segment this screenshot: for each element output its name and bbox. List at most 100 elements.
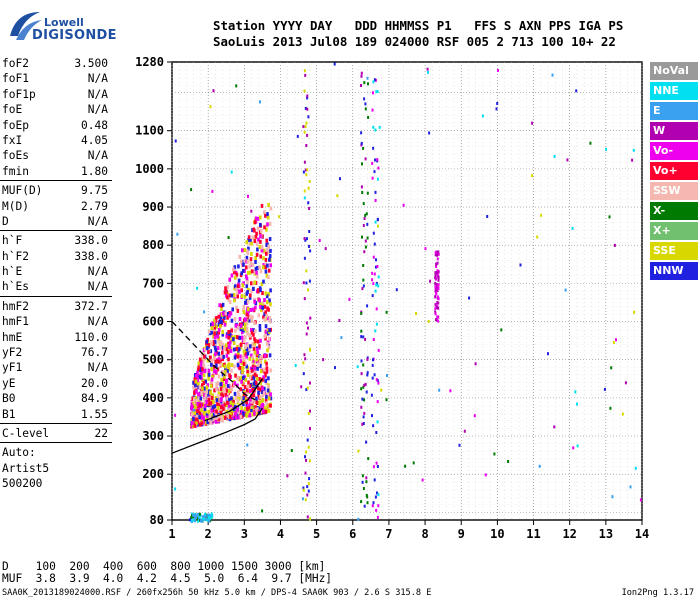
param-value: 20.0: [81, 376, 108, 390]
echo-pixel: [206, 383, 210, 388]
echo-pixel: [217, 346, 220, 351]
echo-pixel: [305, 121, 308, 125]
echo-pixel: [230, 273, 234, 278]
echo-pixel: [220, 377, 223, 382]
echo-pixel: [500, 328, 503, 332]
echo-pixel: [435, 291, 437, 295]
echo-pixel: [266, 316, 270, 321]
echo-pixel: [203, 388, 207, 393]
param-label: h`F2: [2, 249, 29, 263]
y-tick-label: 500: [142, 353, 164, 367]
echo-pixel: [198, 375, 202, 379]
echo-pixel: [236, 354, 240, 359]
echo-pixel: [361, 397, 364, 401]
echo-pixel: [318, 239, 321, 242]
echo-pixel: [206, 392, 210, 397]
echo-pixel: [254, 338, 257, 343]
echo-pixel: [371, 161, 374, 165]
echo-pixel: [363, 398, 366, 402]
echo-pixel: [211, 322, 215, 327]
echo-pixel: [226, 396, 229, 401]
echo-pixel: [435, 286, 438, 290]
echo-pixel: [207, 372, 211, 377]
echo-pixel: [294, 364, 297, 367]
echo-pixel: [255, 359, 259, 364]
echo-pixel: [259, 380, 263, 385]
echo-pixel: [252, 359, 255, 363]
echo-pixel: [429, 279, 432, 283]
echo-pixel: [255, 348, 259, 353]
param-row: hmE 110.0: [0, 330, 112, 345]
echo-pixel: [360, 387, 363, 391]
echo-pixel: [304, 471, 307, 475]
echo-pixel: [248, 270, 252, 275]
echo-pixel: [219, 345, 222, 350]
echo-pixel: [214, 419, 218, 424]
echo-pixel: [363, 81, 366, 85]
echo-pixel: [238, 317, 242, 321]
legend-item-e: E: [650, 102, 698, 120]
echo-pixel: [240, 259, 243, 264]
echo-pixel: [211, 417, 215, 422]
echo-pixel: [239, 387, 243, 392]
echo-pixel: [243, 322, 247, 327]
echo-pixel: [366, 222, 369, 226]
echo-pixel: [191, 512, 193, 516]
echo-pixel: [269, 248, 272, 253]
echo-pixel: [233, 404, 237, 409]
echo-pixel: [377, 275, 380, 279]
echo-pixel: [237, 393, 241, 398]
echo-pixel: [232, 407, 236, 412]
echo-pixel: [235, 305, 238, 310]
echo-pixel: [373, 373, 376, 377]
legend-item-sse: SSE: [650, 242, 698, 260]
echo-pixel: [307, 489, 310, 493]
echo-pixel: [372, 358, 374, 362]
echo-pixel: [256, 339, 260, 344]
echo-pixel: [306, 438, 309, 442]
echo-pixel: [363, 250, 366, 254]
echo-pixel: [229, 338, 233, 343]
param-row: yF1 N/A: [0, 360, 112, 375]
echo-pixel: [269, 263, 272, 268]
echo-pixel: [576, 402, 578, 406]
echo-pixel: [198, 392, 201, 397]
echo-pixel: [243, 317, 247, 322]
echo-pixel: [259, 338, 262, 343]
echo-pixel: [306, 94, 309, 98]
echo-pixel: [262, 409, 265, 414]
echo-pixel: [244, 352, 247, 357]
echo-pixel: [307, 412, 310, 415]
echo-pixel: [259, 100, 261, 104]
echo-pixel: [225, 349, 228, 354]
echo-pixel: [245, 298, 249, 303]
echo-pixel: [205, 389, 209, 394]
logo-mark-icon: [10, 12, 42, 40]
echo-pixel: [233, 416, 236, 421]
echo-pixel: [234, 328, 237, 333]
echo-pixel: [366, 236, 369, 240]
echo-pixel: [240, 294, 244, 298]
echo-pixel: [207, 368, 211, 373]
echo-pixel: [250, 209, 253, 213]
echo-pixel: [245, 249, 249, 254]
echo-pixel: [302, 488, 305, 492]
muf-row: MUF 3.8 3.9 4.0 4.2 4.5 5.0 6.4 9.7 [MHz…: [2, 572, 333, 585]
echo-pixel: [188, 518, 191, 522]
echo-pixel: [362, 146, 365, 150]
echo-pixel: [196, 409, 199, 414]
echo-pixel: [242, 305, 246, 309]
echo-pixel: [257, 313, 261, 318]
echo-pixel: [305, 458, 307, 462]
echo-pixel: [202, 381, 206, 385]
echo-pixel: [538, 464, 541, 468]
echo-pixel: [254, 256, 257, 260]
echo-pixel: [376, 265, 379, 268]
echo-pixel: [309, 348, 312, 352]
echo-pixel: [245, 347, 249, 352]
echo-pixel: [435, 318, 438, 322]
echo-pixel: [198, 410, 202, 415]
echo-pixel: [196, 370, 199, 375]
echo-pixel: [222, 354, 225, 359]
echo-pixel: [258, 402, 261, 407]
